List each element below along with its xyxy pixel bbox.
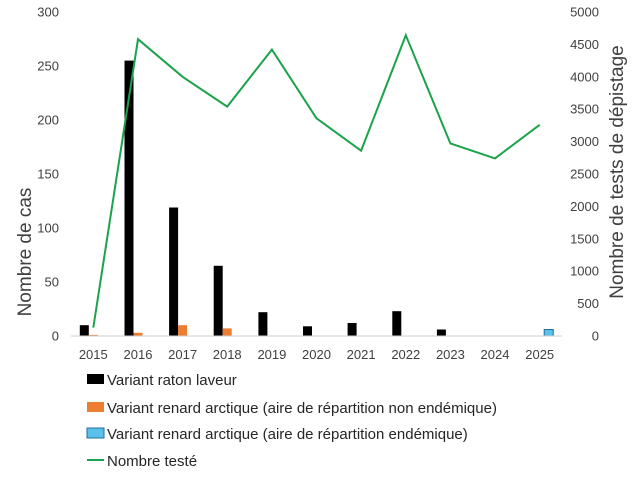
x-tick-label: 2018	[213, 347, 242, 362]
bar-variant-raton-laveur-2015	[79, 325, 89, 336]
series-line-nombre-teste	[92, 32, 541, 328]
legend-swatch-variant-raton-laveur	[87, 374, 104, 384]
y2-tick-labels: 0 500 1000 1500 2000 2500 3000 3500 4000 4500 5000	[570, 5, 599, 344]
y2-tick-label: 4500	[570, 37, 599, 52]
y-tick-label: 300	[37, 5, 59, 20]
bar-variant-raton-laveur-2016	[124, 60, 134, 336]
y2-tick-label: 3500	[570, 102, 599, 117]
bar-variant-renard-arctique-aire-de-repartition-non-endemique-2016	[133, 332, 143, 336]
x-tick-label: 2019	[257, 347, 286, 362]
y-axis-title: Nombre de cas	[15, 188, 36, 317]
y2-tick-label: 2000	[570, 199, 599, 214]
bar-variant-raton-laveur-2022	[392, 311, 402, 336]
bar-variant-raton-laveur-2021	[347, 323, 357, 336]
x-tick-label: 2017	[168, 347, 197, 362]
y2-tick-label: 5000	[570, 5, 599, 20]
y2-tick-label: 4000	[570, 69, 599, 84]
y-tick-label: 150	[37, 167, 59, 182]
bar-layer	[79, 60, 554, 337]
legend-label-variant-renard-arctique-aire-de-repartition-non-endemique: Variant renard arctique (aire de réparti…	[107, 400, 497, 417]
x-tick-label: 2020	[302, 347, 331, 362]
y-tick-label: 200	[37, 113, 59, 128]
y2-tick-label: 500	[577, 296, 599, 311]
bar-variant-renard-arctique-aire-de-repartition-non-endemique-2017	[178, 325, 188, 336]
legend: Variant raton laveur Variant renard arcti…	[86, 372, 497, 470]
x-tick-label: 2023	[436, 347, 465, 362]
legend-swatch-variant-renard-arctique-aire-de-repartition-non-endemique	[87, 402, 104, 412]
x-tick-label: 2025	[525, 347, 554, 362]
y2-axis-title: Nombre de tests de dépistage	[607, 45, 628, 299]
y-tick-label: 100	[37, 221, 59, 236]
legend-label-nombre-teste: Nombre testé	[107, 453, 197, 470]
x-tick-labels: 2015 2016 2017 2018 2019 2020 2021 2022 2023 2024…	[79, 347, 554, 362]
bar-variant-raton-laveur-2023	[436, 329, 446, 336]
bar-variant-renard-arctique-aire-de-repartition-endemique-2025	[543, 329, 554, 337]
legend-label-variant-raton-laveur: Variant raton laveur	[107, 372, 237, 389]
y-tick-labels: 0 50 100 150 200 250 300	[37, 5, 59, 344]
y2-tick-label: 2500	[570, 167, 599, 182]
x-tick-label: 2016	[124, 347, 153, 362]
legend-swatch-variant-renard-arctique-aire-de-repartition-endemique	[86, 427, 105, 439]
y2-tick-label: 3000	[570, 134, 599, 149]
bar-variant-raton-laveur-2020	[303, 326, 312, 336]
x-tick-label: 2024	[481, 347, 510, 362]
y-tick-label: 0	[52, 329, 59, 344]
y-tick-label: 250	[37, 59, 59, 74]
y2-tick-label: 0	[592, 329, 599, 344]
x-tick-label: 2022	[391, 347, 420, 362]
bar-variant-raton-laveur-2019	[258, 312, 268, 336]
bar-variant-renard-arctique-aire-de-repartition-non-endemique-2015	[88, 334, 98, 336]
y2-tick-label: 1500	[570, 231, 599, 246]
x-tick-label: 2021	[347, 347, 376, 362]
bar-variant-raton-laveur-2018	[213, 265, 223, 336]
y-tick-label: 50	[45, 275, 59, 290]
legend-label-variant-renard-arctique-aire-de-repartition-endemique: Variant renard arctique (aire de réparti…	[107, 426, 468, 443]
bar-variant-raton-laveur-2017	[169, 207, 179, 336]
y2-tick-label: 1000	[570, 264, 599, 279]
x-tick-label: 2015	[79, 347, 108, 362]
bar-variant-renard-arctique-aire-de-repartition-non-endemique-2018	[222, 328, 232, 336]
